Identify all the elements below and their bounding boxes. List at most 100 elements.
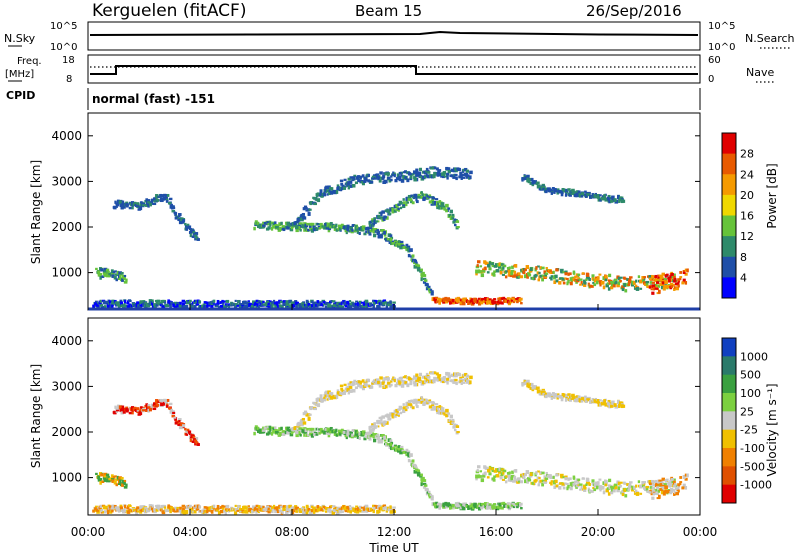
echo-cell (433, 408, 437, 411)
echo-cell (129, 299, 132, 303)
echo-cell (381, 415, 386, 419)
echo-cell (319, 394, 323, 399)
echo-cell (475, 474, 479, 479)
echo-cell (486, 297, 490, 301)
echo-cell (197, 238, 200, 241)
colorbar-segment (722, 194, 736, 216)
echo-cell (667, 489, 671, 494)
echo-cell (393, 239, 397, 242)
echo-cell (176, 301, 181, 305)
echo-cell (252, 300, 256, 304)
echo-cell (544, 189, 548, 194)
echo-cell (495, 474, 500, 478)
echo-cell (450, 169, 453, 172)
echo-cell (182, 510, 187, 515)
echo-cell (371, 220, 375, 223)
echo-cell (424, 484, 428, 487)
echo-cell (368, 385, 372, 388)
echo-cell (491, 262, 494, 266)
colorbar-tick: 100 (740, 387, 761, 400)
echo-cell (506, 502, 510, 505)
echo-cell (475, 477, 478, 481)
echo-cell (324, 189, 328, 192)
echo-cell (380, 301, 384, 305)
echo-cell (422, 482, 427, 486)
echo-cell (186, 299, 189, 303)
echo-cell (559, 277, 563, 280)
echo-cell (191, 235, 195, 239)
echo-cell (679, 277, 682, 281)
echo-cell (139, 202, 142, 207)
echo-cell (456, 503, 460, 508)
echo-cell (354, 303, 359, 306)
echo-cell (302, 412, 306, 416)
echo-cell (579, 483, 583, 486)
echo-cell (422, 196, 426, 199)
echo-cell (377, 301, 380, 304)
echo-cell (163, 506, 167, 509)
echo-cell (280, 221, 283, 225)
echo-cell (370, 180, 374, 184)
colorbar-segment (722, 215, 736, 237)
echo-cell (426, 374, 430, 378)
nave-tick-top: 60 (708, 55, 721, 66)
echo-cell (470, 503, 475, 508)
echo-cell (541, 274, 545, 278)
echo-cell (121, 275, 126, 278)
echo-cell (410, 174, 413, 179)
echo-cell (282, 228, 286, 232)
echo-cell (654, 492, 658, 495)
echo-cell (377, 304, 381, 308)
echo-cell (666, 478, 669, 482)
echo-cell (115, 202, 119, 205)
echo-cell (335, 428, 338, 432)
echo-cell (518, 275, 521, 278)
echo-cell (516, 505, 519, 509)
echo-cell (387, 438, 392, 442)
echo-cell (174, 216, 179, 220)
echo-cell (425, 398, 428, 403)
echo-cell (662, 491, 666, 496)
echo-cell (384, 377, 389, 381)
echo-cell (440, 202, 445, 206)
echo-cell (663, 483, 667, 486)
echo-cell (635, 491, 640, 496)
echo-cell (589, 489, 592, 493)
echo-cell (291, 506, 295, 509)
echo-cell (221, 507, 225, 510)
echo-cell (191, 440, 195, 444)
echo-cell (331, 300, 336, 303)
echo-cell (491, 467, 494, 471)
echo-cell (362, 227, 365, 231)
echo-cell (361, 305, 365, 308)
echo-cell (306, 413, 310, 417)
echo-cell (363, 437, 367, 441)
echo-cell (445, 413, 448, 418)
echo-cell (359, 304, 363, 308)
echo-cell (182, 219, 186, 222)
echo-cell (111, 304, 114, 308)
echo-cell (340, 392, 344, 396)
echo-cell (672, 275, 676, 280)
echo-cell (453, 223, 457, 227)
echo-cell (316, 397, 320, 401)
echo-cell (645, 282, 649, 287)
echo-cell (298, 226, 302, 230)
echo-cell (125, 203, 129, 208)
echo-cell (371, 218, 375, 222)
echo-cell (403, 451, 407, 454)
colorbar-tick: 12 (740, 230, 754, 243)
echo-cell (411, 406, 415, 410)
echo-cell (312, 509, 316, 514)
echo-cell (449, 379, 453, 383)
echo-cell (347, 386, 350, 389)
echo-cell (164, 399, 168, 404)
echo-cell (375, 300, 379, 304)
echo-cell (410, 194, 414, 198)
echo-cell (445, 208, 448, 213)
echo-cell (544, 394, 548, 399)
echo-cell (123, 276, 126, 281)
echo-cell (340, 224, 345, 229)
echo-cell (456, 167, 460, 171)
echo-cell (663, 278, 667, 281)
